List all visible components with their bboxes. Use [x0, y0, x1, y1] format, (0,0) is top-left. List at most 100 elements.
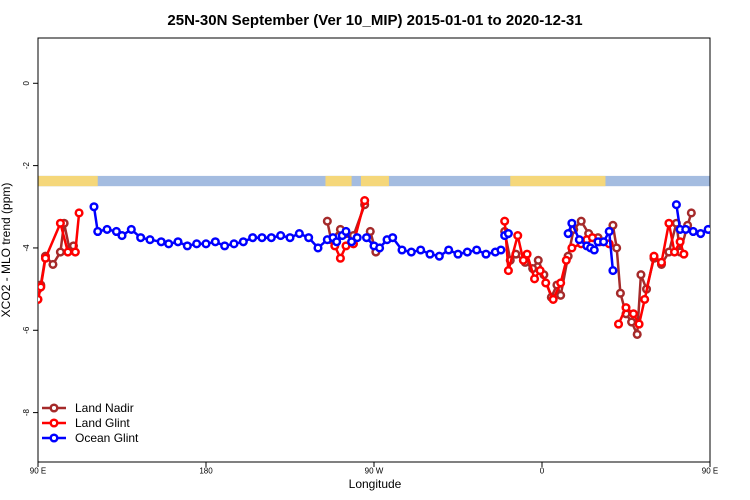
- land-nadir-point: [632, 329, 642, 339]
- ocean-glint-point: [156, 237, 166, 247]
- land-span-3: [510, 175, 606, 187]
- ocean-glint-point: [173, 237, 183, 247]
- land-glint-point: [522, 249, 532, 259]
- land-glint-point: [518, 255, 528, 265]
- ocean-glint-point: [102, 224, 112, 234]
- ocean-glint-point: [210, 237, 220, 247]
- legend-marker-land-glint: [49, 418, 59, 428]
- ocean-glint-point: [126, 224, 136, 234]
- ocean-glint-point: [671, 200, 681, 210]
- land-nadir-point: [556, 290, 566, 300]
- land-glint-point: [341, 241, 351, 251]
- legend-item-ocean-glint: Ocean Glint: [42, 431, 139, 445]
- land-glint-point: [38, 282, 46, 292]
- ocean-glint-point: [201, 239, 211, 249]
- y-tick-label-3: -6: [22, 326, 31, 334]
- ocean-glint-point: [416, 245, 426, 255]
- land-glint-point: [621, 303, 631, 313]
- ocean-glint-point: [720, 234, 727, 241]
- legend-marker-land-nadir: [49, 403, 59, 413]
- land-glint-point: [360, 196, 370, 206]
- ocean-glint-point: [567, 218, 577, 228]
- ocean-glint-point: [496, 245, 506, 255]
- land-nadir-point: [608, 220, 618, 230]
- legend-item-land-nadir: Land Nadir: [42, 401, 134, 415]
- ocean-glint-point: [276, 231, 286, 241]
- ocean-glint-point: [681, 224, 691, 234]
- land-glint-point: [640, 294, 650, 304]
- land-nadir-point: [55, 247, 65, 257]
- ocean-glint-point: [406, 247, 416, 257]
- legend-label-land-glint: Land Glint: [75, 416, 130, 430]
- series-land-glint: [38, 196, 689, 329]
- y-tick-label-1: -2: [22, 162, 31, 170]
- land-span-1: [325, 175, 352, 187]
- ocean-glint-point: [257, 233, 267, 243]
- ocean-glint-point: [266, 233, 276, 243]
- ocean-glint-point: [703, 224, 710, 234]
- land-glint-point: [70, 247, 80, 257]
- ocean-glint-point: [608, 266, 618, 276]
- x-tick-label-0: 90 E: [30, 467, 46, 476]
- ocean-glint-point: [136, 233, 146, 243]
- land-glint-point: [500, 216, 510, 226]
- y-tick-label-4: -8: [22, 409, 31, 417]
- ocean-glint-point: [737, 238, 744, 245]
- ocean-glint-point: [744, 238, 750, 245]
- ocean-glint-point: [89, 202, 99, 212]
- land-nadir-point: [615, 288, 625, 298]
- ocean-glint-point: [313, 243, 323, 253]
- ocean-glint-point: [453, 249, 463, 259]
- ocean-glint-point: [696, 228, 706, 239]
- land-glint-point: [548, 294, 558, 304]
- land-glint-point: [634, 319, 644, 329]
- land-span-0: [38, 175, 98, 187]
- x-tick-label-3: 0: [540, 467, 545, 476]
- land-nadir-point: [48, 259, 58, 269]
- ocean-glint-point: [472, 245, 482, 255]
- ocean-glint-point: [462, 247, 472, 257]
- land-nadir-point: [636, 270, 646, 280]
- land-nadir-point: [365, 226, 375, 237]
- ocean-glint-point: [375, 243, 385, 253]
- land-glint-point: [567, 243, 577, 253]
- land-span-2: [360, 175, 389, 187]
- land-glint-point: [335, 253, 345, 263]
- ocean-glint-point: [248, 233, 258, 243]
- ocean-glint-point: [145, 235, 155, 245]
- series-land-nadir: [38, 200, 696, 339]
- land-nadir-point: [576, 216, 586, 226]
- ocean-glint-point: [294, 228, 304, 239]
- plot-area: 90 E 180 90 W 0 90 E 0 -2 -4 -6 -8: [22, 37, 750, 476]
- ocean-glint-point: [341, 226, 351, 237]
- ocean-glint-point: [712, 234, 719, 241]
- ocean-glint-point: [434, 251, 444, 261]
- land-nadir-point: [686, 208, 696, 218]
- ocean-glint-point: [425, 249, 435, 259]
- x-tick-label-4: 90 E: [702, 467, 718, 476]
- ocean-glint-point: [332, 237, 342, 247]
- ocean-glint-point: [503, 228, 513, 239]
- land-glint-point: [535, 266, 545, 276]
- ocean-glint-point: [589, 245, 599, 255]
- y-tick-label-0: 0: [22, 81, 31, 86]
- land-glint-point: [55, 218, 65, 228]
- ocean-glint-point: [352, 233, 362, 243]
- ocean-glint-point: [93, 226, 103, 237]
- y-axis-label: XCO2 - MLO trend (ppm): [0, 183, 13, 318]
- ocean-glint-point: [347, 237, 357, 247]
- ocean-glint-point: [688, 226, 698, 237]
- ocean-glint-point: [599, 237, 609, 247]
- ocean-glint-point: [563, 228, 573, 239]
- land-glint-point: [656, 257, 667, 267]
- land-glint-point: [38, 294, 43, 304]
- land-glint-point: [613, 319, 624, 329]
- legend-marker-ocean-glint: [49, 433, 59, 443]
- land-glint-point: [561, 255, 571, 265]
- chart-title: 25N-30N September (Ver 10_MIP) 2015-01-0…: [167, 12, 582, 29]
- ocean-glint-point: [164, 239, 174, 249]
- land-glint-point: [556, 278, 566, 288]
- ocean-glint-point: [397, 245, 407, 255]
- land-glint-point: [664, 218, 674, 228]
- series-ocean-glint: [89, 200, 750, 276]
